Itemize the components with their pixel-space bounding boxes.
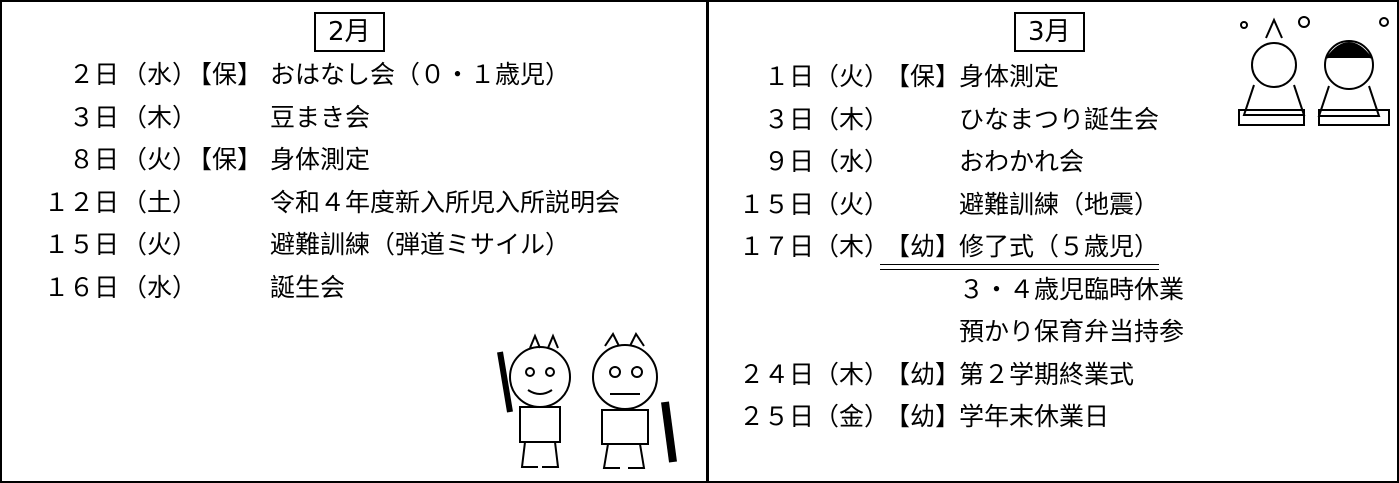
event-weekday: （水）	[122, 60, 198, 89]
event-tag: 【幼】	[885, 232, 961, 261]
event-tag: 【保】	[187, 60, 263, 89]
event-text: 令和４年度新入所児入所説明会	[270, 187, 621, 217]
event-date: １日	[763, 62, 814, 91]
event-text: 修了式（５歳児）	[959, 232, 1160, 261]
event-text: 避難訓練（地震）	[959, 189, 1160, 219]
event-tag: 【保】	[885, 62, 961, 91]
event-text: 預かり保育弁当持参	[959, 317, 1185, 346]
event-text: 学年末休業日	[959, 402, 1110, 431]
event-date: １２日	[43, 187, 119, 217]
event-weekday: （木）	[122, 102, 198, 132]
event-text: 豆まき会	[270, 102, 371, 132]
event-text: おわかれ会	[959, 147, 1085, 176]
event-weekday: （木）	[814, 104, 890, 134]
event-date: １５日	[738, 189, 814, 219]
event-text: 避難訓練（弾道ミサイル）	[270, 230, 571, 259]
event-text: ひなまつり誕生会	[959, 104, 1160, 134]
event-tag: 【幼】	[885, 402, 961, 431]
month-header: 3月	[1014, 12, 1085, 52]
event-weekday: （火）	[122, 145, 198, 174]
month-header: 2月	[314, 12, 385, 52]
event-weekday: （火）	[814, 62, 890, 91]
event-date: １７日	[738, 232, 814, 261]
event-date: １６日	[43, 272, 119, 302]
oni-illustration	[497, 332, 677, 469]
event-date: ９日	[763, 147, 814, 176]
event-date: ８日	[68, 145, 119, 174]
event-text: 身体測定	[270, 145, 371, 174]
event-weekday: （木）	[814, 359, 890, 389]
event-weekday: （水）	[122, 272, 198, 302]
event-text: 誕生会	[270, 272, 346, 302]
event-date: １５日	[43, 230, 119, 259]
event-text: 身体測定	[959, 62, 1060, 91]
march-panel: 3月 １日 （火） 【保】 身体測定 ３日 （木） ひなまつり誕生会 ９日 （水） おわかれ会 １５…	[709, 2, 1397, 481]
february-panel: 2月 ２日 （水） 【保】 おはなし会（０・１歳児） ３日 （木） 豆まき会 ８日 （火） 【保】…	[2, 2, 709, 481]
event-weekday: （金）	[814, 402, 890, 431]
event-weekday: （火）	[122, 230, 198, 259]
event-date: ２４日	[738, 359, 814, 389]
event-weekday: （水）	[814, 147, 890, 176]
event-tag: 【保】	[187, 145, 263, 174]
event-weekday: （土）	[122, 187, 198, 217]
event-weekday: （木）	[814, 232, 890, 261]
event-date: ２５日	[738, 402, 814, 431]
event-date: ３日	[68, 102, 119, 132]
event-tag: 【幼】	[885, 359, 961, 389]
double-underline	[880, 264, 1159, 270]
event-date: ３日	[763, 104, 814, 134]
event-date: ２日	[68, 60, 119, 89]
event-text: 第２学期終業式	[959, 359, 1135, 389]
hina-illustration	[1238, 16, 1390, 126]
event-weekday: （火）	[814, 189, 890, 219]
event-text: ３・４歳児臨時休業	[959, 274, 1185, 304]
event-text: おはなし会（０・１歳児）	[270, 60, 571, 89]
